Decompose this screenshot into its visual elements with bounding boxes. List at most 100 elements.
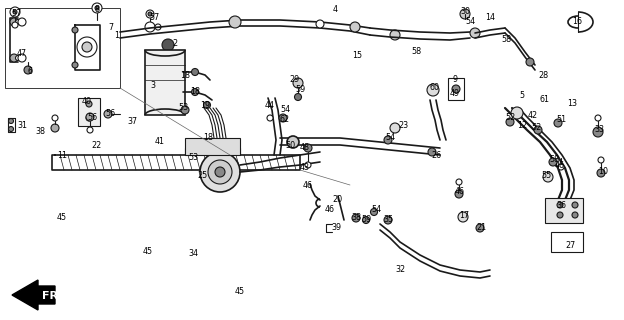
Circle shape: [598, 157, 604, 163]
Text: 46: 46: [555, 161, 565, 170]
Text: 54: 54: [465, 18, 475, 27]
Circle shape: [304, 144, 312, 152]
Text: 4: 4: [333, 5, 338, 14]
Text: 21: 21: [476, 223, 486, 233]
Circle shape: [476, 224, 484, 232]
Circle shape: [51, 124, 59, 132]
Text: 61: 61: [540, 95, 550, 105]
Text: 47: 47: [17, 50, 27, 59]
Circle shape: [215, 167, 225, 177]
Text: 56: 56: [105, 109, 115, 118]
Text: 58: 58: [501, 36, 511, 44]
Text: 54: 54: [280, 106, 290, 115]
Text: 50: 50: [285, 140, 295, 149]
Circle shape: [72, 27, 78, 33]
Circle shape: [526, 58, 534, 66]
Text: 29: 29: [290, 76, 300, 84]
Text: 53: 53: [178, 102, 188, 111]
Circle shape: [597, 169, 605, 177]
Circle shape: [86, 101, 92, 107]
Circle shape: [203, 101, 210, 108]
Circle shape: [10, 18, 18, 26]
Text: 44: 44: [265, 100, 275, 109]
Text: 10: 10: [598, 167, 608, 177]
Circle shape: [192, 68, 198, 76]
Circle shape: [87, 127, 93, 133]
Text: 57: 57: [150, 13, 160, 22]
Circle shape: [534, 126, 542, 134]
Text: 52: 52: [505, 114, 515, 123]
Text: 6: 6: [27, 67, 32, 76]
Circle shape: [16, 20, 21, 25]
Text: 18: 18: [203, 133, 213, 142]
Circle shape: [572, 202, 578, 208]
Circle shape: [554, 119, 562, 127]
Circle shape: [104, 110, 112, 118]
Text: 18: 18: [180, 71, 190, 81]
Text: 57: 57: [12, 10, 22, 19]
Circle shape: [506, 118, 514, 126]
Circle shape: [595, 115, 601, 121]
Circle shape: [543, 172, 553, 182]
Text: 38: 38: [351, 213, 361, 222]
Text: 31: 31: [17, 121, 27, 130]
Circle shape: [452, 85, 460, 93]
Circle shape: [72, 62, 78, 68]
Circle shape: [557, 202, 563, 208]
Circle shape: [390, 30, 400, 40]
Text: 62: 62: [280, 116, 290, 124]
Text: 15: 15: [352, 51, 362, 60]
Text: 19: 19: [200, 100, 210, 109]
Circle shape: [427, 84, 439, 96]
Text: 18: 18: [190, 87, 200, 97]
Circle shape: [390, 123, 400, 133]
Circle shape: [16, 55, 21, 60]
Circle shape: [10, 54, 18, 62]
Circle shape: [455, 190, 463, 198]
Text: 59: 59: [295, 85, 305, 94]
Circle shape: [12, 22, 18, 28]
Circle shape: [9, 126, 14, 132]
Text: 28: 28: [538, 70, 548, 79]
Text: 1: 1: [114, 31, 120, 41]
Circle shape: [371, 209, 378, 215]
Circle shape: [86, 115, 92, 121]
Text: 46: 46: [455, 188, 465, 196]
Text: 54: 54: [371, 205, 381, 214]
Circle shape: [350, 22, 360, 32]
Text: 23: 23: [398, 121, 408, 130]
Text: 25: 25: [198, 171, 208, 180]
Circle shape: [192, 89, 198, 95]
Text: 2: 2: [172, 39, 178, 49]
Circle shape: [384, 216, 392, 224]
Text: 32: 32: [395, 266, 405, 275]
Text: 27: 27: [566, 241, 576, 250]
Circle shape: [305, 162, 311, 168]
Text: 8: 8: [94, 5, 99, 14]
Circle shape: [428, 148, 436, 156]
Circle shape: [572, 212, 578, 218]
Circle shape: [86, 113, 94, 121]
Text: 7: 7: [109, 23, 114, 33]
Text: 40: 40: [82, 98, 92, 107]
Circle shape: [208, 160, 232, 184]
Text: 39: 39: [331, 223, 341, 233]
Text: 16: 16: [572, 18, 582, 27]
Bar: [185, 138, 240, 155]
Text: 12: 12: [517, 121, 527, 130]
Circle shape: [384, 136, 392, 144]
Circle shape: [162, 39, 174, 51]
Circle shape: [267, 115, 273, 121]
Circle shape: [18, 18, 26, 26]
Circle shape: [146, 10, 154, 18]
Text: 52: 52: [532, 124, 542, 132]
Circle shape: [458, 212, 468, 222]
Text: 17: 17: [459, 211, 469, 220]
Circle shape: [279, 114, 287, 122]
Bar: [551, 232, 583, 252]
Circle shape: [181, 106, 189, 114]
Circle shape: [52, 115, 58, 121]
Circle shape: [18, 54, 26, 62]
Text: 60: 60: [430, 84, 440, 92]
Text: 49: 49: [450, 89, 460, 98]
